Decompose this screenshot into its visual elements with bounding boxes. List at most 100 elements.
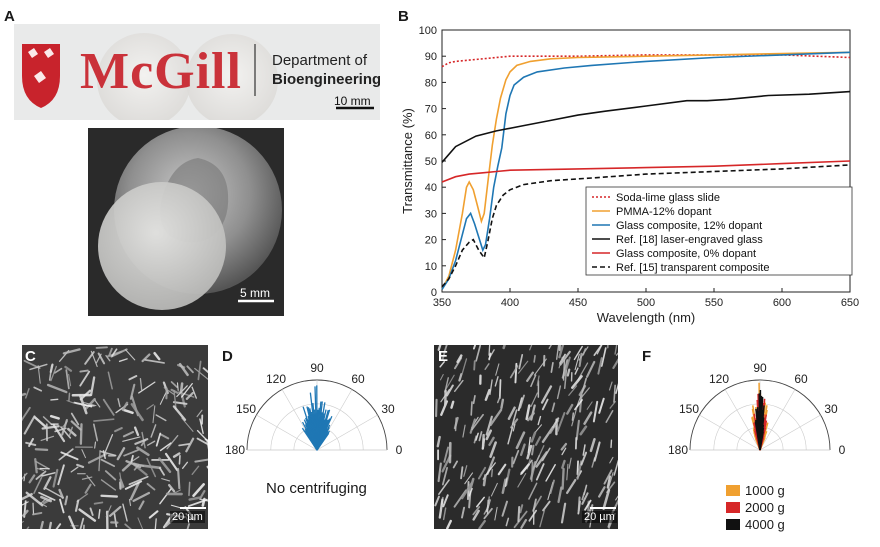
sem-fiber [442, 507, 447, 521]
sem-fiber [511, 409, 518, 426]
sem-fiber [611, 498, 618, 514]
legend-label: PMMA-12% dopant [616, 206, 711, 218]
y-tick-label: 50 [425, 156, 437, 168]
sem-fiber [549, 420, 559, 434]
sem-fiber [132, 456, 140, 462]
sem-fiber [84, 483, 92, 494]
sem-fiber [464, 472, 474, 485]
sem-fiber [70, 412, 80, 426]
sem-fiber [33, 476, 43, 494]
sem-fiber [439, 373, 444, 381]
sem-fiber [50, 365, 57, 382]
sem-fiber [535, 424, 543, 433]
sem-fiber [535, 451, 548, 468]
sem-fiber [136, 446, 150, 457]
polar-tick-label: 30 [824, 402, 838, 416]
sem-fiber [498, 379, 502, 399]
sem-fiber [563, 356, 571, 377]
polar-tick-label: 150 [679, 402, 699, 416]
legend-f-item: 4000 g [726, 516, 785, 533]
caption-no-centrifuging: No centrifuging [266, 480, 367, 497]
sem-fiber [191, 465, 200, 475]
sem-fiber [450, 400, 455, 409]
polar-spoke [724, 389, 761, 451]
y-axis-label: Transmittance (%) [400, 108, 415, 214]
sem-fiber [64, 495, 69, 506]
sem-fiber [179, 382, 184, 394]
sem-fiber [438, 479, 450, 495]
sem-fiber [138, 381, 156, 394]
sem-fiber [178, 443, 190, 447]
sem-fiber [512, 450, 520, 465]
sem-fiber [598, 486, 606, 498]
sem-fiber [497, 463, 507, 476]
sem-fiber [134, 438, 149, 445]
sem-fiber [186, 523, 190, 529]
sem-fiber [533, 358, 547, 376]
sem-fiber [605, 409, 614, 423]
y-tick-label: 80 [425, 77, 437, 89]
coin-photo: 5 mm [88, 128, 284, 316]
sem-fiber [39, 520, 44, 529]
legend-swatch [726, 502, 740, 513]
sem-fiber [124, 480, 143, 490]
sem-fiber [489, 379, 493, 396]
sem-fiber [478, 519, 486, 529]
sem-fiber [578, 352, 583, 368]
sem-fiber [509, 365, 519, 379]
legend-label: Glass composite, 0% dopant [616, 248, 756, 260]
y-tick-label: 70 [425, 104, 437, 116]
sem-fiber [443, 446, 449, 463]
sem-fiber [490, 468, 494, 478]
sem-fiber [469, 418, 476, 434]
sem-fiber [573, 345, 583, 361]
scale-bar-e-label: 20 µm [582, 511, 617, 523]
sem-fiber [518, 354, 524, 370]
sem-fiber [104, 470, 117, 481]
sem-fiber [42, 416, 53, 426]
sem-fiber [592, 400, 599, 423]
scale-bar-c [180, 507, 206, 509]
sem-fiber [615, 495, 618, 501]
sem-fiber [541, 426, 554, 443]
sem-fiber [530, 461, 534, 482]
y-tick-label: 90 [425, 51, 437, 63]
sem-fiber [87, 453, 107, 464]
y-tick-label: 10 [425, 261, 437, 273]
series-line-4 [441, 90, 851, 163]
sem-fiber [133, 426, 140, 437]
sem-fiber [568, 385, 578, 396]
sem-fiber [79, 370, 91, 387]
sem-fiber [79, 369, 89, 373]
sem-fiber [114, 427, 123, 433]
sem-fiber [79, 517, 85, 529]
sem-fiber [61, 418, 68, 436]
sem-fiber [60, 426, 72, 439]
sem-fiber [98, 449, 101, 472]
sem-fiber [473, 360, 476, 371]
sem-fiber [527, 436, 531, 454]
sem-fiber [102, 398, 115, 416]
sem-fiber [460, 466, 464, 480]
sem-fiber [76, 463, 85, 469]
sem-fiber [99, 450, 117, 457]
sem-fiber [196, 429, 208, 443]
sem-fiber [500, 398, 505, 410]
sem-fiber [93, 501, 104, 505]
sem-fiber [434, 495, 440, 507]
legend-f-item: 2000 g [726, 499, 785, 516]
sem-fiber [58, 488, 64, 499]
panel-label-c: C [25, 348, 36, 365]
sem-fiber [565, 478, 577, 495]
sem-fiber [557, 486, 563, 504]
sem-fiber [485, 415, 493, 436]
sem-fiber [488, 352, 492, 361]
sem-fiber [108, 505, 122, 517]
polar-tick-label: 60 [794, 372, 808, 386]
sample-disc-1 [97, 33, 191, 120]
sem-fiber [560, 442, 568, 451]
sem-fiber [178, 455, 181, 465]
polar-bar [301, 427, 318, 451]
sem-fiber [29, 363, 48, 371]
sem-fiber [513, 510, 528, 529]
